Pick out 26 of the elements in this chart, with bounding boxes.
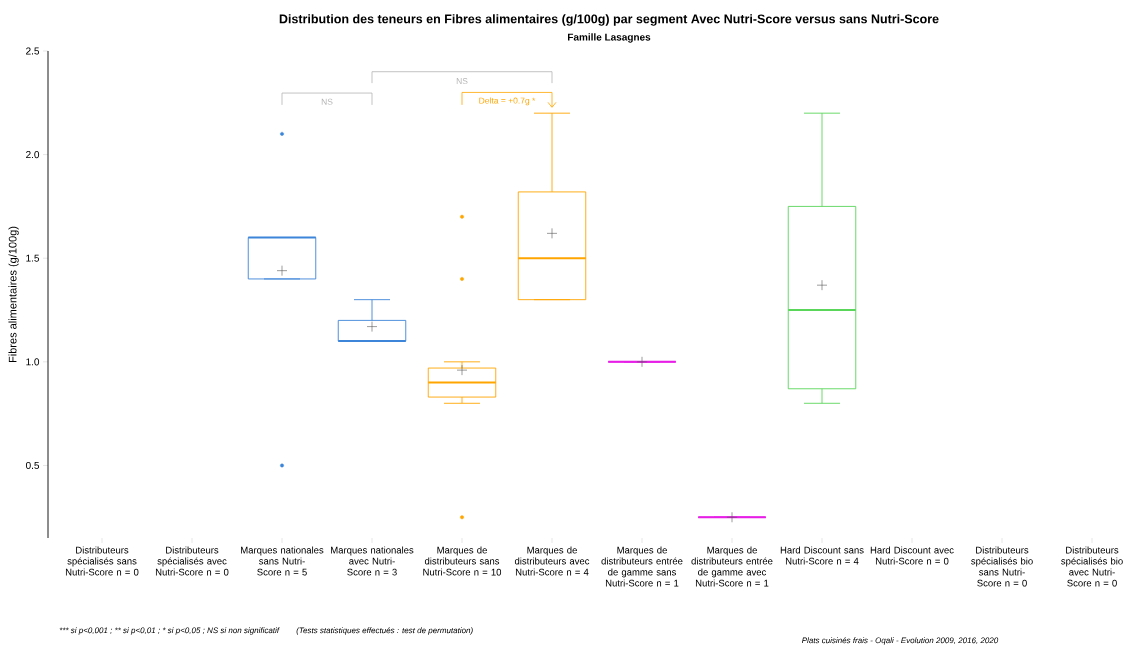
chart-title: Distribution des teneurs en Fibres alimentaires (g/100g) par segment Avec Nutri-Score versus sans Nutri-Score: [279, 14, 939, 26]
y-tick-label: 0.5: [25, 461, 40, 469]
x-tick-label: Distributeurs spécialisés sans Nutri-Score n = 0: [65, 546, 139, 576]
x-tick-label: Hard Discount avec Nutri-Score n = 0: [870, 546, 954, 565]
text: (Tests statistiques effectués : test de permutation): [296, 627, 473, 635]
text: *** si p<0,001 ; ** si p<0,01 ; * si p<0,05 ; NS si non significatif: [59, 627, 280, 635]
annotation: NS: [321, 98, 333, 105]
x-tick-label: Distributeurs spécialisés bio avec Nutri-Score n = 0: [1061, 546, 1123, 587]
text: Plats cuisinés frais - Oqali - Evolution 2009, 2016, 2020: [801, 637, 999, 645]
annotation: Delta = +0.7g *: [479, 97, 536, 106]
x-tick-label: Marques de distributeurs entrée de gamme avec Nutri-Score n = 1: [691, 546, 773, 587]
x-tick-label: Marques de distributeurs sans Nutri-Score n = 10: [423, 546, 502, 576]
x-tick-label: Distributeurs spécialisés avec Nutri-Score n = 0: [155, 546, 229, 576]
y-axis-title: Fibres alimentaires (g/100g): [8, 226, 19, 363]
x-tick-label: Marques nationales avec Nutri-Score n = 3: [331, 546, 414, 576]
annotation: NS: [456, 78, 468, 85]
chart-subtitle: Famille Lasagnes: [568, 33, 651, 43]
y-tick-label: 2.0: [26, 151, 40, 159]
x-tick-label: Hard Discount sans Nutri-Score n = 4: [780, 546, 864, 565]
x-tick-label: Marques de distributeurs avec Nutri-Score n = 4: [514, 546, 590, 576]
x-tick-label: Marques de distributeurs entrée de gamme sans Nutri-Score n = 1: [601, 546, 683, 587]
y-tick-label: 1.0: [26, 358, 40, 366]
y-tick-label: 2.5: [26, 47, 40, 55]
y-tick-label: 1.5: [26, 254, 40, 262]
x-tick-label: Marques nationales sans Nutri-Score n = 5: [241, 546, 324, 576]
x-tick-label: Distributeurs spécialisés bio sans Nutri-Score n = 0: [971, 546, 1033, 587]
